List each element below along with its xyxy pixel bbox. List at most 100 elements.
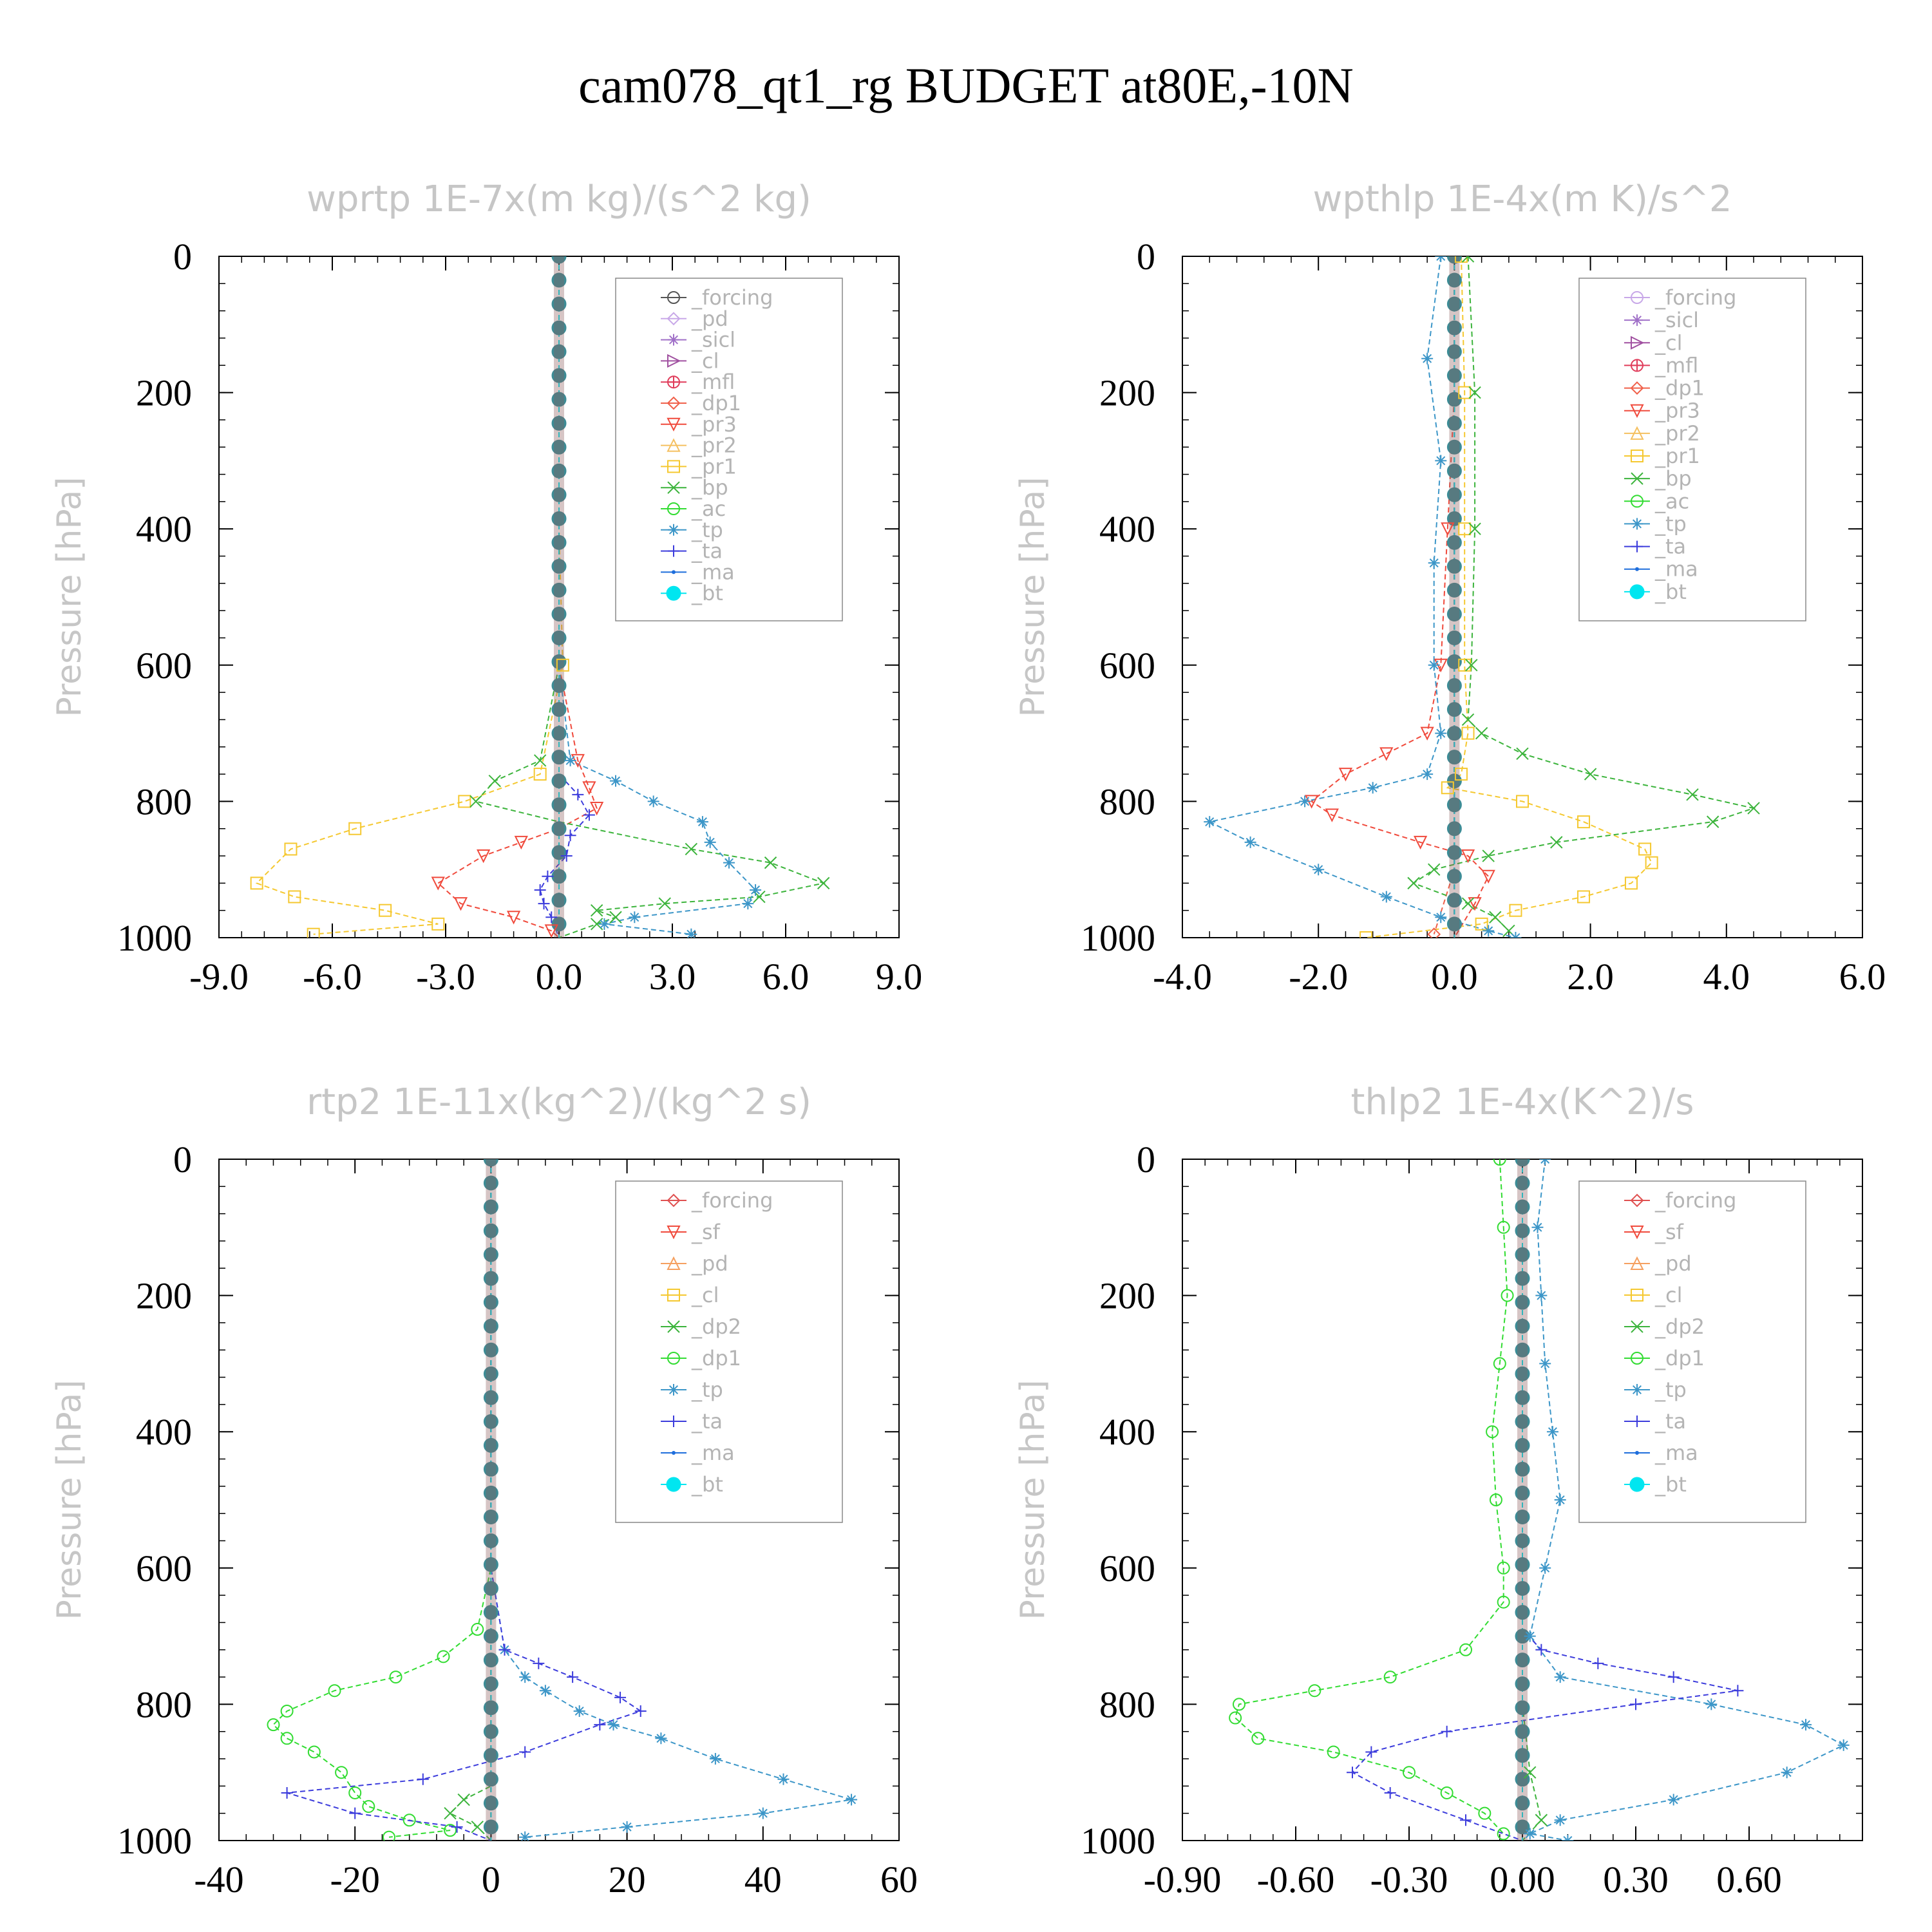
panel-title: wpthlp 1E-4x(m K)/s^2: [1312, 178, 1732, 220]
x-tick-label: 0.0: [536, 956, 583, 998]
legend-entry: _pr3: [1654, 399, 1700, 423]
zero-column-marker: [1515, 1581, 1530, 1596]
legend-marker: [1635, 1451, 1639, 1455]
zero-column-marker: [1515, 1175, 1530, 1191]
zero-column-marker: [551, 463, 567, 478]
zero-column-marker: [551, 893, 567, 908]
y-tick-label: 1000: [117, 1820, 192, 1862]
series-marker_tp: [1667, 1794, 1680, 1806]
series-marker_dp2: [1535, 1814, 1548, 1826]
x-tick-label: -2.0: [1289, 956, 1348, 998]
zero-column-band: [1517, 1159, 1528, 1841]
legend-entry: _ta: [691, 1409, 723, 1434]
y-tick-label: 800: [1099, 1683, 1155, 1725]
series-marker_dp1: [1233, 1698, 1245, 1711]
series-line_dp2: [449, 1159, 492, 1841]
zero-column-marker: [551, 415, 567, 431]
legend-marker: [1631, 540, 1643, 553]
legend-marker: [1629, 584, 1645, 600]
series-marker_ta: [614, 1691, 627, 1703]
series-line_dp1: [272, 1159, 492, 1838]
legend-entry: _ac: [1654, 489, 1689, 513]
series-marker_dp1: [1497, 1595, 1510, 1609]
series-marker_tp: [655, 1732, 667, 1745]
legend-entry: _pd: [691, 1251, 728, 1276]
x-tick-label: 9.0: [876, 956, 923, 998]
series-marker_dp1: [1497, 1220, 1510, 1234]
y-tick-label: 200: [1099, 1275, 1155, 1317]
legend-entry: _pr3: [691, 412, 737, 437]
series-marker_pr1: [1577, 890, 1591, 904]
series-marker_tp: [1546, 1426, 1558, 1438]
legend-marker: [1630, 1256, 1644, 1270]
zero-column-marker: [551, 606, 567, 621]
zero-column-marker: [1446, 654, 1462, 670]
series-marker_pr3: [590, 801, 604, 816]
x-tick-label: 0.0: [1431, 956, 1478, 998]
series-marker_tp: [1539, 1159, 1551, 1165]
series-marker_pr1: [1454, 256, 1468, 263]
series-marker_tp: [1421, 768, 1434, 781]
series-marker_pr3: [514, 835, 528, 850]
series-marker_tp: [723, 857, 735, 869]
series-marker_bp: [1482, 849, 1495, 862]
legend-entry: _pr2: [691, 433, 737, 458]
x-tick-label: -9.0: [189, 956, 249, 998]
series-line_tp: [1208, 256, 1516, 938]
series-marker_dp1: [402, 1814, 416, 1827]
zero-column-marker: [483, 1175, 498, 1191]
zero-column-marker: [1446, 535, 1462, 550]
legend-marker: [1631, 1352, 1643, 1365]
legend-entry: _ma: [1654, 1441, 1698, 1465]
series-marker_pr1: [1638, 842, 1652, 856]
legend-entry: _ta: [691, 539, 723, 564]
series-marker_pr1: [379, 904, 392, 917]
series-marker_bp: [1747, 802, 1760, 815]
zero-column-marker: [1446, 296, 1462, 312]
y-tick-label: 400: [136, 508, 192, 550]
plot-frame: [1182, 256, 1863, 938]
legend-marker: [672, 570, 676, 574]
zero-column-band: [1449, 256, 1460, 938]
series-marker_tp: [1510, 932, 1522, 938]
zero-column-marker: [551, 392, 567, 407]
zero-column-marker: [1446, 821, 1462, 837]
series-marker_dp1: [267, 1718, 280, 1732]
series-line_tp: [558, 256, 757, 935]
panel-title: thlp2 1E-4x(K^2)/s: [1351, 1081, 1694, 1123]
zero-column-marker: [551, 535, 567, 550]
zero-column-marker: [483, 1605, 498, 1620]
zero-column-marker: [483, 1342, 498, 1358]
legend-entry: _pr1: [1654, 444, 1700, 468]
legend-box: [615, 1180, 843, 1523]
zero-column-marker: [483, 1795, 498, 1811]
zero-column-marker: [1515, 1509, 1530, 1524]
series-marker_tp: [1535, 1289, 1548, 1302]
y-tick-label: 400: [136, 1411, 192, 1453]
series-marker_dp1: [1497, 1827, 1510, 1841]
zero-column-marker: [551, 678, 567, 694]
legend-entry: _ta: [1654, 1409, 1686, 1434]
zero-column-marker: [551, 368, 567, 383]
series-line_ta: [1351, 1159, 1738, 1841]
series-marker_dp1: [1308, 1684, 1321, 1698]
legend-entry: _tp: [691, 518, 723, 542]
zero-column-marker: [1446, 845, 1462, 860]
legend: _forcing_pd_sicl_cl_mfl_dp1_pr3_pr2_pr1_…: [615, 278, 843, 621]
series-marker_dp2: [444, 1806, 457, 1820]
x-tick-label: 0.00: [1490, 1859, 1555, 1900]
legend-entry: _ac: [691, 497, 726, 521]
series-marker_ta: [564, 829, 576, 842]
series-marker_ta: [1592, 1657, 1604, 1669]
zero-column-marker: [1446, 320, 1462, 336]
series-marker_bp: [1461, 256, 1475, 263]
zero-column-marker: [1515, 1557, 1530, 1573]
legend-entry: _dp2: [1654, 1314, 1705, 1339]
zero-column-marker: [1515, 1700, 1530, 1716]
series-marker_dp1: [1427, 927, 1441, 938]
zero-column-marker: [1515, 1318, 1530, 1334]
zero-column-marker: [1515, 1795, 1530, 1811]
legend-entry: _sicl: [691, 328, 735, 352]
legend-entry: _cl: [1654, 330, 1682, 355]
